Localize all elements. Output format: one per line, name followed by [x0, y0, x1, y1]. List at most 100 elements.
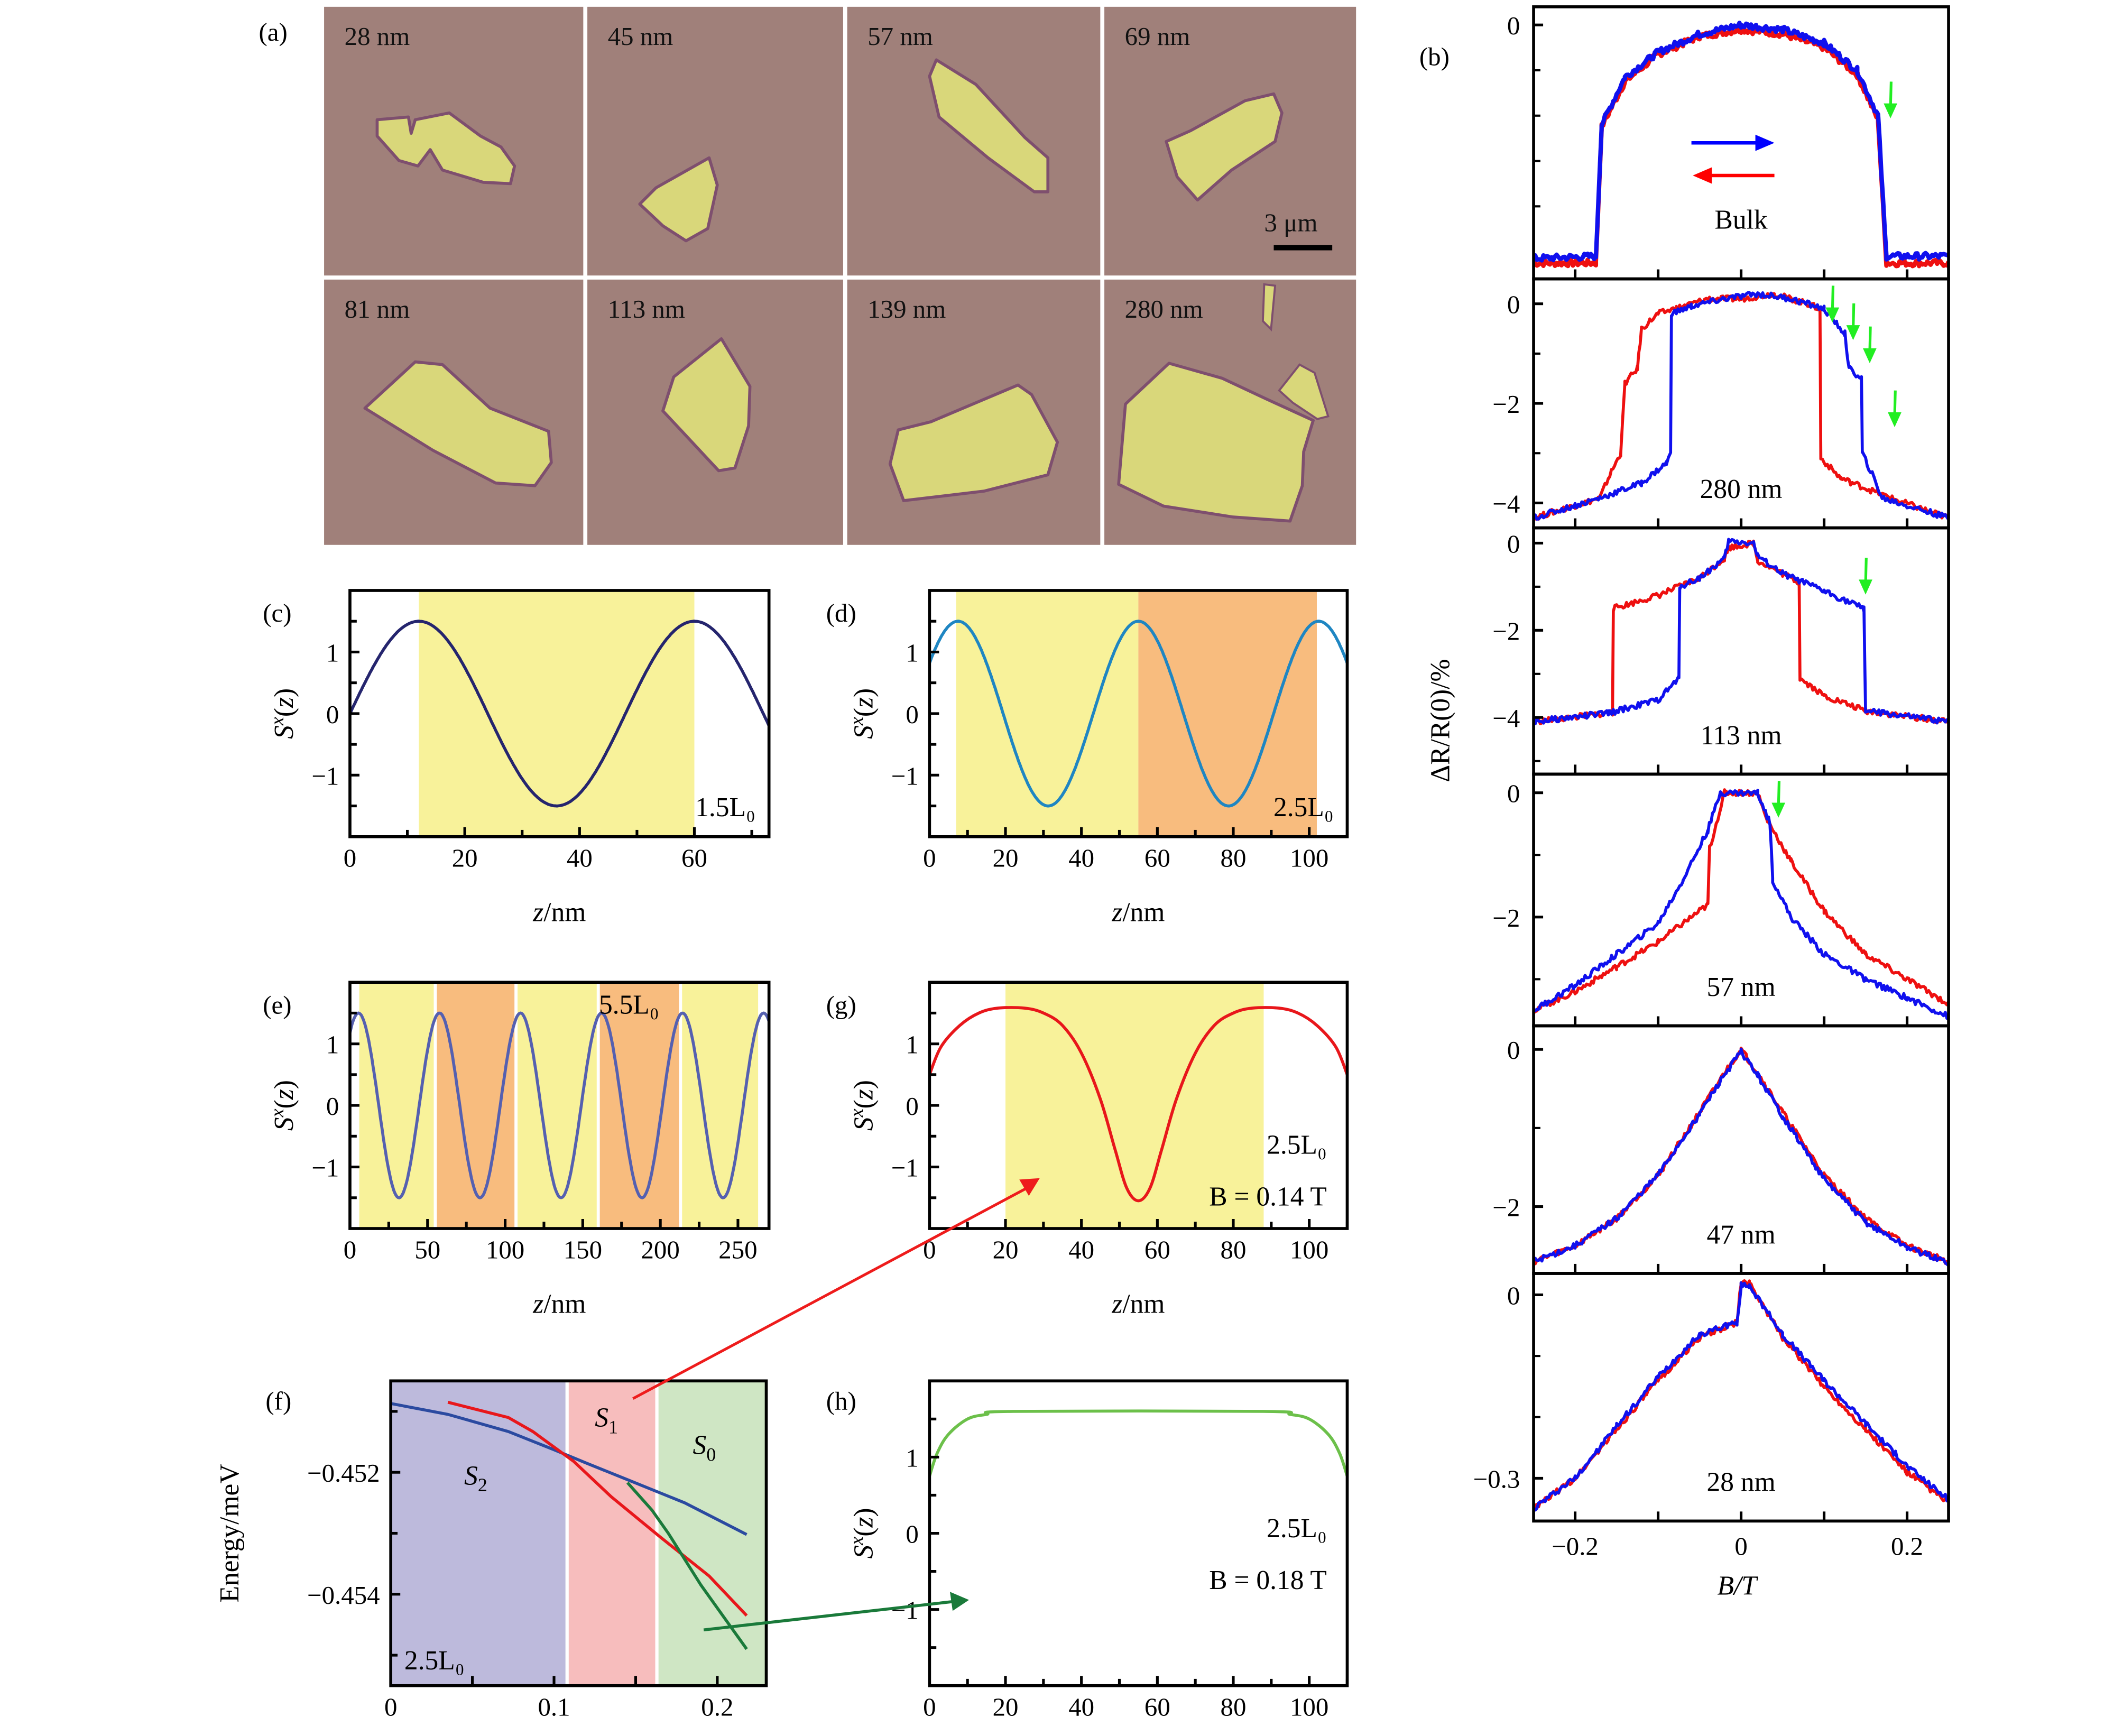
shaded-domain [518, 983, 597, 1229]
shaded-domain [682, 983, 759, 1229]
panel-label-d: (d) [826, 598, 856, 627]
panel-a-micrographs: 28 nm 45 nm 57 nm 69 nm 81 nm 113 nm 139 nm 280… [324, 6, 1356, 545]
length-annotation: 1.5L₀ [695, 792, 755, 823]
flake [661, 337, 752, 473]
x-tick-label: 0 [384, 1692, 397, 1721]
length-annotation: 2.5L₀ [1267, 1513, 1327, 1544]
panel-b-subplot: 0 −2 47 nm [1492, 1024, 1950, 1275]
x-axis-label: z/nm [1111, 1289, 1165, 1319]
y-tick-label: 0 [326, 1092, 339, 1121]
panel-b-subplot: 0 −2 −4 113 nm [1492, 526, 1950, 776]
y-tick-label: −2 [1492, 390, 1520, 419]
x-tick-label: 0.2 [701, 1692, 733, 1721]
arrow-head [1846, 325, 1860, 340]
y-tick-label: −0.452 [307, 1458, 380, 1488]
x-tick-label: 0 [344, 1235, 356, 1264]
shaded-domain [956, 592, 1139, 837]
x-tick-label: 60 [1144, 1235, 1170, 1264]
y-tick-label: 0 [1507, 529, 1520, 558]
shaded-domain [599, 983, 679, 1229]
x-tick-label: 40 [1068, 1235, 1094, 1264]
panel-label-a: (a) [259, 17, 288, 47]
shaded-domain [419, 592, 695, 837]
y-tick-label: −1 [311, 1153, 339, 1183]
legend-arrowhead-up [1755, 134, 1775, 151]
field-annotation: B = 0.14 T [1209, 1181, 1327, 1212]
shaded-domain [1138, 592, 1317, 837]
y-tick-label: 0 [1507, 11, 1520, 40]
y-tick-label: 0 [906, 1520, 918, 1549]
x-tick-label: 80 [1221, 1235, 1247, 1264]
subplot-label: 113 nm [1701, 721, 1782, 751]
x-tick-label: 20 [993, 843, 1019, 872]
y-tick-label: 0 [1507, 779, 1520, 808]
subplot-label: 280 nm [1700, 474, 1783, 504]
x-tick-label: 20 [993, 1235, 1019, 1264]
y-tick-label: −1 [311, 761, 339, 790]
sweep-legend [1691, 134, 1775, 184]
flake [1117, 362, 1315, 523]
y-tick-label: 1 [326, 1030, 339, 1059]
trace-sweep-up [1534, 789, 1949, 1020]
panel-label-c: (c) [263, 598, 291, 627]
panel-label-f: (f) [265, 1386, 291, 1415]
micrograph-tile: 81 nm [324, 279, 584, 545]
arrow-head [1888, 412, 1902, 428]
y-tick-label: −4 [1492, 490, 1520, 519]
flake [363, 360, 553, 487]
flake [928, 58, 1050, 193]
y-axis-label: Sx(z) [266, 1080, 299, 1131]
arrow-shaft [632, 1186, 1028, 1400]
y-tick-label: 0 [1507, 1281, 1520, 1310]
length-annotation: 5.5L₀ [599, 990, 659, 1020]
substrate [587, 6, 843, 276]
scale-bar [1273, 245, 1333, 251]
trace-sweep-up [1534, 21, 1949, 263]
panel-f-chart: S2S1S0−0.452−0.45400.10.22.5L₀B/TEnergy/… [215, 1379, 768, 1721]
x-tick-label: 100 [1290, 1692, 1328, 1721]
x-tick-label: 100 [1290, 843, 1328, 872]
arrow-head [1825, 307, 1840, 322]
x-tick-label: 200 [641, 1235, 679, 1264]
panel-b-subplot: 0 −2 −4 280 nm [1492, 277, 1950, 530]
thickness-label: 139 nm [867, 294, 946, 324]
panel-label-g: (g) [826, 990, 856, 1019]
y-tick-label: 0 [906, 700, 918, 729]
thickness-label: 280 nm [1125, 294, 1203, 324]
arrow-head [1884, 103, 1898, 118]
y-tick-label: −2 [1492, 903, 1520, 932]
trace-sweep-down [1534, 539, 1949, 726]
flake [638, 156, 719, 243]
panel-b-xlabel: B/T [1718, 1571, 1759, 1601]
phase-region-s0 [658, 1381, 767, 1686]
x-tick-label: −0.2 [1552, 1532, 1599, 1561]
panel-label-h: (h) [826, 1386, 856, 1415]
trace-sweep-up [1534, 291, 1949, 521]
green-arrow-marker [1888, 390, 1902, 428]
subplot-label: 28 nm [1706, 1467, 1775, 1498]
x-tick-label: 250 [718, 1235, 757, 1264]
thickness-label: 113 nm [608, 294, 685, 324]
micrograph-tile: 280 nm [1104, 279, 1356, 545]
thickness-label: 45 nm [608, 22, 673, 51]
micrograph-tile: 139 nm [847, 279, 1101, 545]
arrow-shaft [703, 1600, 956, 1632]
y-axis-label: Energy/meV [215, 1464, 245, 1603]
sx-curve [929, 1006, 1347, 1203]
trace-sweep-up [1534, 1281, 1949, 1512]
shaded-domain [359, 983, 434, 1229]
panel-b-ylabel: ΔR/R(0)/% [1425, 659, 1455, 782]
pointer-arrows [632, 1178, 1040, 1632]
y-axis-label: Sx(z) [266, 688, 299, 739]
y-tick-label: 1 [906, 638, 918, 667]
panel-b-subplot: 0 −2 57 nm [1492, 772, 1950, 1028]
legend-arrowhead-down [1693, 167, 1712, 184]
x-axis-label: z/nm [532, 897, 586, 927]
panel-b-xticks: −0.2 0 0.2 [1552, 1532, 1923, 1561]
y-tick-label: −0.3 [1473, 1464, 1520, 1493]
length-annotation: 2.5L₀ [404, 1646, 465, 1676]
green-arrow-marker [1859, 558, 1872, 595]
